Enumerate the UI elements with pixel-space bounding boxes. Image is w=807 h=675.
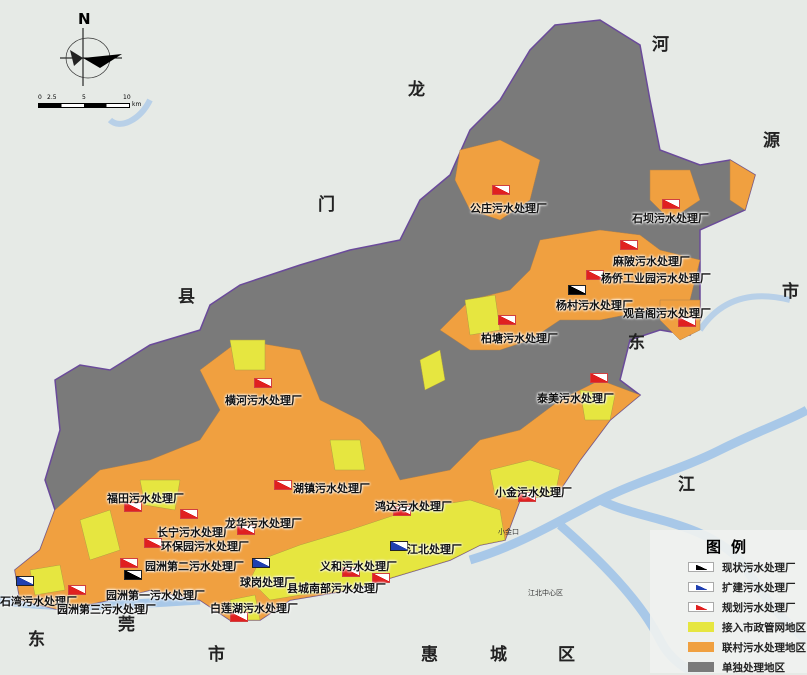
plant-label: 园洲第二污水处理厂 — [145, 560, 244, 573]
legend-item-expanded: 扩建污水处理厂 — [688, 580, 796, 594]
scale-unit: km — [132, 101, 142, 108]
planned-plant-marker-icon — [254, 378, 272, 388]
planned-plant-marker-icon — [230, 612, 248, 622]
region-label: 河 — [652, 35, 669, 55]
place-label: 小金口 — [498, 528, 519, 536]
plant-label: 园洲第一污水处理厂 — [106, 589, 205, 602]
region-label: 市 — [782, 282, 799, 302]
plant-label: 环保园污水处理厂 — [161, 540, 249, 553]
planned-plant-marker-icon — [590, 373, 608, 383]
plant-label: 横河污水处理厂 — [225, 394, 302, 407]
planned-plant-marker-icon — [144, 538, 162, 548]
planned-plant-marker-icon — [68, 585, 86, 595]
plant-label: 石湾污水处理厂 — [0, 595, 77, 608]
planned-plant-marker-icon — [518, 492, 536, 502]
planned-plant-marker-icon — [180, 509, 198, 519]
existing-plant-marker-icon — [124, 570, 142, 580]
plant-label: 公庄污水处理厂 — [470, 202, 547, 215]
planned-plant-marker-icon — [124, 502, 142, 512]
legend-title: 图例 — [706, 538, 757, 556]
planned-plant-marker-icon — [662, 199, 680, 209]
planned-plant-marker-icon — [120, 558, 138, 568]
scale-tick: 2.5 — [47, 94, 57, 101]
municipal-areas — [29, 294, 616, 621]
expanded-plant-marker-icon — [16, 576, 34, 586]
planned-plant-marker-icon — [372, 573, 390, 583]
region-label: 惠 — [421, 645, 438, 665]
plant-label: 江北处理厂 — [407, 543, 462, 556]
region-label: 区 — [558, 645, 575, 665]
plant-label: 小金污水处理厂 — [495, 486, 572, 499]
region-label: 城 — [490, 645, 507, 665]
scale-tick: 10 — [123, 94, 131, 101]
planned-plant-marker-icon — [342, 567, 360, 577]
planned-plant-marker-icon — [678, 317, 696, 327]
region-label: 东 — [28, 630, 45, 650]
region-label: 龙 — [408, 80, 425, 100]
plant-label: 柏塘污水处理厂 — [481, 332, 558, 345]
plant-label: 湖镇污水处理厂 — [293, 482, 370, 495]
expanded-plant-marker-icon — [252, 558, 270, 568]
legend-label: 扩建污水处理厂 — [722, 581, 796, 594]
north-arrow: N — [60, 10, 126, 92]
region-label: 市 — [208, 645, 225, 665]
legend-item-municipal: 接入市政管网地区 — [688, 620, 806, 634]
plant-label: 长宁污水处理厂 — [157, 526, 234, 539]
existing-plant-marker-icon — [568, 285, 586, 295]
legend-item-standalone: 单独处理地区 — [688, 660, 785, 674]
place-label: 江北中心区 — [528, 589, 563, 597]
planned-plant-marker-icon — [274, 480, 292, 490]
plant-label: 杨侨工业园污水处理厂 — [601, 272, 711, 285]
legend-item-planned: 规划污水处理厂 — [688, 600, 796, 614]
plant-label: 观音阁污水处理厂 — [623, 307, 711, 320]
legend-label: 接入市政管网地区 — [722, 621, 806, 634]
plant-label: 石坝污水处理厂 — [632, 212, 709, 225]
planned-plant-marker-icon — [393, 506, 411, 516]
plant-label: 园洲第三污水处理厂 — [57, 603, 156, 616]
region-label: 县 — [178, 287, 195, 307]
region-label: 门 — [318, 195, 335, 215]
planned-plant-marker-icon — [586, 270, 604, 280]
legend-item-village: 联村污水处理地区 — [688, 640, 806, 654]
planned-plant-marker-icon — [237, 525, 255, 535]
north-label: N — [78, 10, 91, 28]
legend-item-existing: 现状污水处理厂 — [688, 560, 796, 574]
legend-label: 现状污水处理厂 — [722, 561, 796, 574]
plant-label: 县城南部污水处理厂 — [287, 582, 386, 595]
legend-label: 规划污水处理厂 — [722, 601, 796, 614]
region-label: 东 — [628, 333, 645, 353]
plant-label: 龙华污水处理厂 — [225, 517, 302, 530]
planned-plant-marker-icon — [498, 315, 516, 325]
expanded-plant-marker-icon — [390, 541, 408, 551]
planned-plant-marker-icon — [492, 185, 510, 195]
plant-label: 球岗处理厂 — [240, 576, 295, 589]
river-north — [107, 98, 791, 332]
plant-label: 杨村污水处理厂 — [556, 299, 633, 312]
scale-tick: 0 — [38, 94, 42, 101]
plant-label: 鸿达污水处理厂 — [375, 500, 452, 513]
legend-label: 单独处理地区 — [722, 661, 785, 674]
region-label: 江 — [678, 475, 695, 495]
planned-plant-marker-icon — [620, 240, 638, 250]
scale-tick: 5 — [82, 94, 86, 101]
plant-label: 麻陂污水处理厂 — [613, 255, 690, 268]
plant-label: 义和污水处理厂 — [320, 560, 397, 573]
legend: 图例 现状污水处理厂 扩建污水处理厂 规划污水处理厂 接入市政管网地区 联村污水… — [650, 530, 807, 674]
legend-label: 联村污水处理地区 — [722, 641, 806, 654]
plant-label: 泰美污水处理厂 — [537, 392, 614, 405]
region-label: 源 — [763, 131, 780, 151]
plant-label: 福田污水处理厂 — [107, 492, 184, 505]
region-label: 莞 — [118, 615, 135, 635]
plant-label: 白莲湖污水处理厂 — [210, 602, 298, 615]
